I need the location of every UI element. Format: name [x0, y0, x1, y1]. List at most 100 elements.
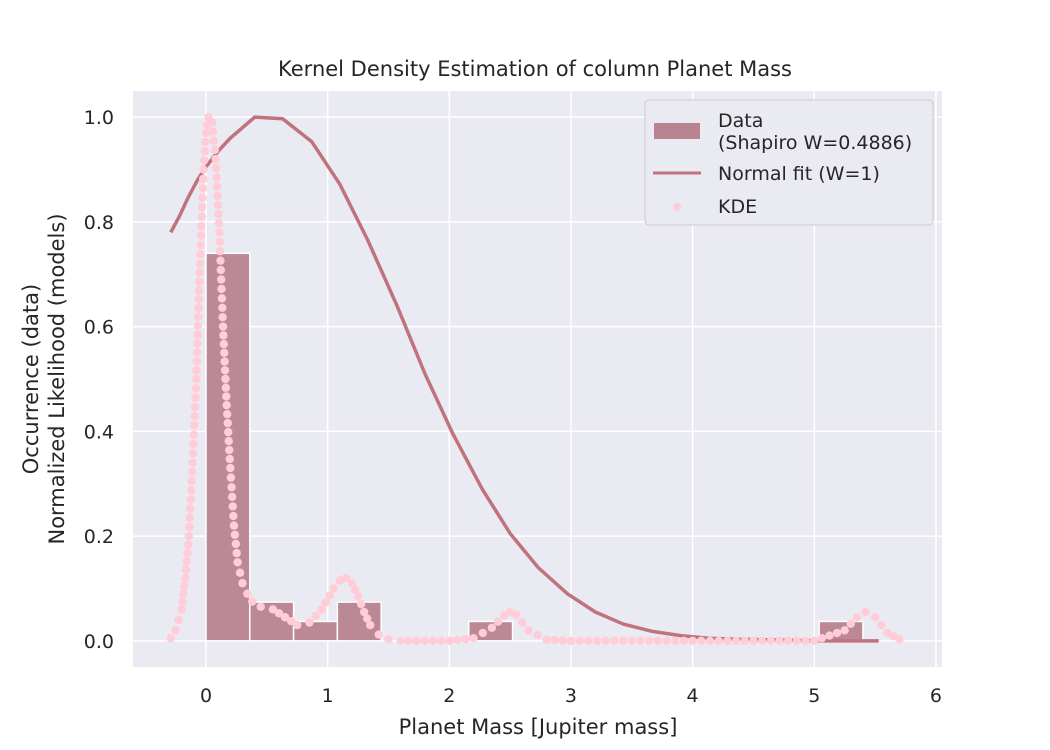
- kde-point: [512, 610, 521, 619]
- kde-point: [420, 636, 430, 646]
- kde-point: [644, 636, 654, 646]
- kde-point: [200, 147, 209, 156]
- kde-point: [550, 635, 559, 645]
- kde-point: [566, 636, 576, 646]
- kde-point: [740, 636, 749, 646]
- kde-point: [196, 240, 205, 250]
- x-tick-label: 3: [565, 685, 577, 707]
- kde-point: [212, 173, 221, 182]
- kde-point: [453, 635, 462, 645]
- kde-point: [225, 454, 235, 464]
- kde-point: [592, 636, 602, 646]
- y-tick-label: 1.0: [84, 107, 114, 129]
- kde-point: [177, 605, 186, 614]
- kde-point: [188, 458, 197, 467]
- kde-point: [222, 400, 231, 410]
- kde-point: [783, 636, 793, 646]
- kde-point: [224, 427, 233, 437]
- kde-point: [207, 118, 217, 127]
- kde-point: [233, 558, 242, 567]
- kde-point: [469, 634, 478, 643]
- kde-point: [194, 303, 203, 313]
- kde-point: [211, 154, 220, 164]
- kde-point: [870, 613, 880, 622]
- kde-point: [293, 620, 302, 630]
- kde-point: [321, 598, 330, 607]
- kde-point: [181, 573, 190, 583]
- kde-point: [193, 330, 202, 339]
- kde-point: [217, 294, 227, 303]
- kde-point: [219, 339, 229, 349]
- kde-point: [216, 275, 226, 284]
- kde-point: [688, 636, 697, 646]
- kde-point: [185, 522, 194, 532]
- kde-point: [461, 634, 470, 644]
- kde-point: [196, 231, 206, 240]
- kde-point: [445, 636, 454, 646]
- kde-point: [187, 467, 197, 477]
- kde-point: [428, 636, 438, 646]
- kde-point: [214, 219, 224, 228]
- x-tick-label: 5: [808, 685, 820, 707]
- kde-point: [226, 463, 235, 473]
- kde-point: [679, 636, 689, 646]
- x-tick-labels: 0 1 2 3 4 5 6: [200, 685, 942, 707]
- kde-point: [181, 565, 191, 574]
- y-tick-label: 0.2: [84, 526, 114, 548]
- kde-point: [238, 579, 247, 588]
- kde-point: [198, 174, 208, 184]
- kde-point: [220, 366, 230, 375]
- kde-point: [235, 568, 245, 577]
- kde-point: [478, 628, 487, 638]
- kde-point: [189, 430, 199, 440]
- x-axis-label: Planet Mass [Jupiter mass]: [399, 715, 678, 739]
- x-tick-label: 0: [200, 685, 212, 707]
- kde-point: [217, 284, 226, 294]
- kde-point: [222, 392, 231, 401]
- kde-point: [396, 636, 405, 646]
- kde-point: [190, 421, 199, 430]
- kde-point: [366, 620, 375, 630]
- kde-point: [801, 636, 810, 646]
- kde-point: [714, 636, 723, 646]
- x-tick-label: 1: [322, 685, 334, 707]
- legend-normal-fit-label: Normal fit (W=1): [718, 163, 880, 185]
- kde-point: [197, 203, 207, 212]
- kde-point: [216, 256, 225, 265]
- kde-point: [196, 250, 205, 259]
- kde-point: [210, 145, 220, 155]
- kde-point: [311, 611, 320, 621]
- kde-point: [166, 634, 175, 643]
- kde-point: [191, 384, 201, 393]
- kde-point: [187, 486, 196, 495]
- legend-data-label-line-2: (Shapiro W=0.4886): [718, 132, 912, 154]
- kde-point: [353, 592, 363, 601]
- kde-point: [199, 156, 209, 165]
- kde-point: [325, 591, 334, 600]
- kde-point: [182, 557, 191, 566]
- kde-point: [256, 602, 265, 611]
- kde-point: [212, 182, 222, 191]
- kde-point: [201, 137, 210, 147]
- kde-point: [412, 636, 422, 646]
- kde-point: [228, 502, 237, 511]
- y-tick-labels: 0.0 0.2 0.4 0.6 0.8 1.0: [84, 107, 114, 653]
- kde-point: [775, 636, 784, 646]
- chart-title: Kernel Density Estimation of column Plan…: [278, 57, 792, 81]
- kde-point: [183, 548, 192, 558]
- kde-point: [305, 618, 314, 627]
- kde-point: [192, 357, 202, 366]
- kde-point: [186, 504, 195, 513]
- kde-point: [671, 636, 680, 646]
- kde-point: [230, 530, 240, 539]
- kde-point: [190, 412, 199, 421]
- kde-point: [179, 589, 188, 598]
- kde-point: [208, 127, 218, 136]
- kde-point: [662, 636, 671, 646]
- kde-point: [192, 365, 201, 375]
- kde-point: [286, 616, 296, 626]
- kde-point: [180, 581, 189, 591]
- kde-point: [211, 164, 221, 173]
- kde-point: [362, 614, 372, 623]
